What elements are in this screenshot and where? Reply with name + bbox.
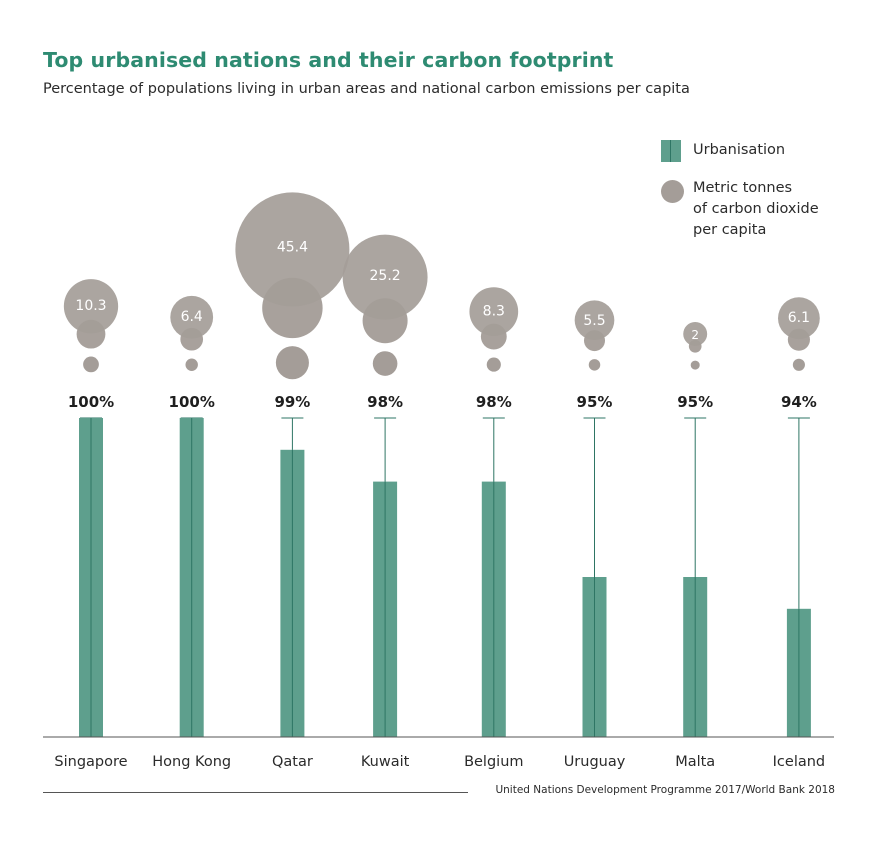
urbanisation-value-label-malta: 95%	[677, 393, 713, 411]
co2-bubble-small-singapore	[83, 356, 99, 373]
urbanisation-value-label-uruguay: 95%	[577, 393, 613, 411]
co2-bubble-kuwait	[342, 234, 428, 320]
co2-bubble-small-iceland	[792, 358, 805, 371]
source-divider	[43, 792, 468, 793]
co2-bubble-small-qatar	[275, 346, 309, 380]
x-tick-label-singapore: Singapore	[54, 754, 127, 770]
co2-value-label-iceland: 6.1	[788, 310, 810, 326]
source-note: United Nations Development Programme 201…	[495, 784, 835, 796]
legend-bar-swatch	[661, 140, 681, 162]
urbanisation-value-label-hong-kong: 100%	[169, 393, 215, 411]
co2-bubble-malta	[683, 322, 708, 346]
co2-value-label-kuwait: 25.2	[370, 268, 401, 284]
co2-bubble-qatar	[235, 192, 350, 307]
co2-bubble-hong-kong	[170, 295, 214, 339]
x-tick-label-malta: Malta	[675, 754, 715, 770]
urbanisation-value-label-singapore: 100%	[68, 393, 114, 411]
co2-bubble-iceland	[778, 297, 820, 340]
co2-bubble-small-belgium	[486, 357, 501, 372]
co2-bubble-small-hong-kong	[185, 358, 198, 371]
co2-value-label-belgium: 8.3	[483, 303, 505, 319]
co2-value-label-uruguay: 5.5	[583, 313, 605, 329]
x-tick-label-iceland: Iceland	[773, 754, 825, 770]
co2-bubble-small-malta	[690, 360, 700, 370]
chart-subtitle: Percentage of populations living in urba…	[43, 81, 690, 97]
urbanisation-value-label-qatar: 99%	[274, 393, 310, 411]
co2-bubble-small-kuwait	[372, 351, 398, 376]
x-tick-label-qatar: Qatar	[272, 754, 313, 770]
x-tick-label-hong-kong: Hong Kong	[152, 754, 231, 770]
urbanisation-bars	[79, 417, 811, 737]
chart-title: Top urbanised nations and their carbon f…	[43, 48, 614, 72]
urbanisation-value-label-kuwait: 98%	[367, 393, 403, 411]
legend-co2-label: Metric tonnes of carbon dioxide per capi…	[693, 180, 819, 238]
urbanisation-value-label-iceland: 94%	[781, 393, 817, 411]
legend-bubble-swatch	[661, 180, 684, 203]
co2-bubble-singapore	[63, 279, 119, 334]
co2-value-label-malta: 2	[691, 328, 699, 342]
x-tick-label-kuwait: Kuwait	[361, 754, 410, 770]
value-labels: 100% 100% 99% 98% 98% 95% 95% 94%	[68, 393, 817, 411]
x-tick-label-uruguay: Uruguay	[564, 754, 626, 770]
co2-bubble-small-uruguay	[588, 359, 601, 371]
co2-value-label-singapore: 10.3	[75, 298, 106, 314]
urbanisation-value-label-belgium: 98%	[476, 393, 512, 411]
co2-value-label-qatar: 45.4	[277, 240, 308, 256]
co2-value-label-hong-kong: 6.4	[181, 309, 203, 325]
co2-bubble-uruguay	[574, 300, 615, 341]
x-tick-label-belgium: Belgium	[464, 754, 523, 770]
co2-bubbles: 10.3 6.4 45.4 25.2 8.3 5.5 2 6.1	[63, 192, 820, 380]
co2-bubble-belgium	[469, 287, 519, 336]
x-axis-tick-labels: Singapore Hong Kong Qatar Kuwait Belgium Urug…	[54, 754, 825, 770]
legend-urbanisation-label: Urbanisation	[693, 142, 786, 158]
